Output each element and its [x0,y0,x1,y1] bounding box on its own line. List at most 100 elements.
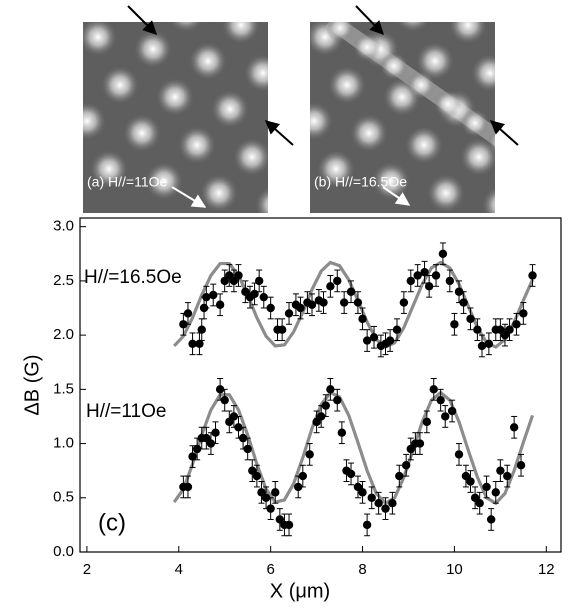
vortex [434,90,462,118]
data-point [183,475,193,499]
data-point [215,293,225,317]
x-tick-label: 6 [266,561,274,578]
vortex [407,71,435,99]
vortex [189,42,227,80]
point [399,298,409,307]
data-point [436,388,445,412]
point [337,428,347,437]
point [424,282,434,291]
point [420,268,429,277]
point [277,325,287,334]
point [445,276,455,286]
vortex [266,112,268,130]
data-point [431,264,441,287]
data-point [454,443,464,466]
vortex [277,18,315,56]
data-point [369,325,379,349]
data-point [353,291,363,314]
point [220,395,229,405]
vortex [24,6,62,44]
data-point [420,260,429,284]
data-point [406,269,415,293]
point [528,271,537,280]
data-point [486,508,496,531]
data-point [333,388,342,412]
vortex [284,0,322,8]
vortex [449,22,487,44]
point [450,320,459,329]
point [261,493,271,502]
data-point [441,405,450,428]
data-point [261,486,271,510]
annotation: (c) [98,509,126,536]
x-tick-label: 2 [83,561,91,578]
data-point [339,291,349,314]
y-tick-label: 0.5 [53,489,74,506]
vortex [310,66,311,80]
data-point [466,307,475,331]
data-point [192,437,202,461]
vortex [134,30,172,68]
vortex [396,22,430,32]
point [358,314,367,324]
point [271,488,280,497]
point [385,336,395,345]
point [482,482,491,492]
data-point [505,318,514,342]
point [209,290,218,300]
vortex [515,150,553,188]
arrow [489,120,519,146]
data-point [358,481,367,504]
vortex [460,138,495,176]
point [307,300,317,309]
point [491,488,500,497]
point [254,276,264,286]
point [333,395,342,405]
point [466,314,475,324]
data-point [358,307,367,331]
data-point [346,280,356,304]
point [466,477,475,486]
data-point [234,264,243,287]
x-tick-label: 10 [446,561,463,578]
point [459,298,468,307]
vortex [233,138,268,176]
vortex [482,186,495,213]
arrow [127,5,157,35]
data-point [422,410,432,434]
data-point [447,399,457,423]
x-axis-label: X (μm) [270,580,330,602]
data-point [484,332,494,356]
data-point [284,302,294,325]
vortex [471,54,495,92]
data-point [209,283,218,307]
point [234,271,243,280]
point [519,309,528,318]
point [358,488,367,497]
data-point [362,513,372,537]
vortex [488,129,495,155]
data-point [477,334,487,358]
fit-curve [172,390,535,506]
data-point [266,497,275,520]
vortex [156,78,194,116]
point [438,249,448,258]
data-point [294,475,303,499]
point [215,385,225,394]
data-point [401,453,411,477]
arrow [382,186,411,206]
vortex [570,162,574,200]
point [206,439,216,448]
vortex [255,186,268,213]
vortex [339,0,377,20]
data-point [333,269,342,293]
point [266,504,275,513]
vortex [328,66,366,104]
data-point [385,329,395,352]
vortex [200,174,238,212]
point [496,466,505,475]
data-point [266,296,275,320]
data-point [362,329,372,352]
data-point [413,264,422,287]
